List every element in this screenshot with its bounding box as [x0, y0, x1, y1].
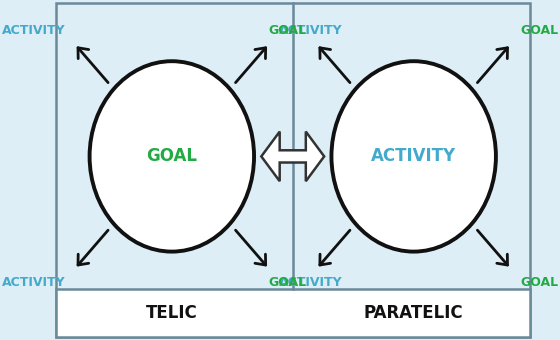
FancyArrowPatch shape [78, 48, 108, 83]
FancyArrowPatch shape [78, 230, 108, 265]
Text: GOAL: GOAL [269, 24, 307, 37]
Bar [56, 289, 530, 337]
Text: GOAL: GOAL [146, 148, 197, 165]
Polygon shape [262, 132, 324, 181]
FancyArrowPatch shape [236, 230, 265, 265]
FancyArrowPatch shape [320, 230, 350, 265]
Text: ACTIVITY: ACTIVITY [371, 148, 456, 165]
Text: GOAL: GOAL [269, 275, 307, 289]
FancyArrowPatch shape [478, 48, 507, 83]
Text: GOAL: GOAL [520, 275, 558, 289]
FancyArrowPatch shape [236, 48, 265, 83]
Text: ACTIVITY: ACTIVITY [2, 275, 65, 289]
Ellipse shape [90, 61, 254, 252]
FancyArrowPatch shape [320, 48, 350, 83]
Text: ACTIVITY: ACTIVITY [278, 24, 342, 37]
Text: ACTIVITY: ACTIVITY [278, 275, 342, 289]
Text: PARATELIC: PARATELIC [364, 304, 464, 322]
Text: ACTIVITY: ACTIVITY [2, 24, 65, 37]
FancyArrowPatch shape [478, 230, 507, 265]
Ellipse shape [332, 61, 496, 252]
Text: TELIC: TELIC [146, 304, 198, 322]
Text: GOAL: GOAL [520, 24, 558, 37]
